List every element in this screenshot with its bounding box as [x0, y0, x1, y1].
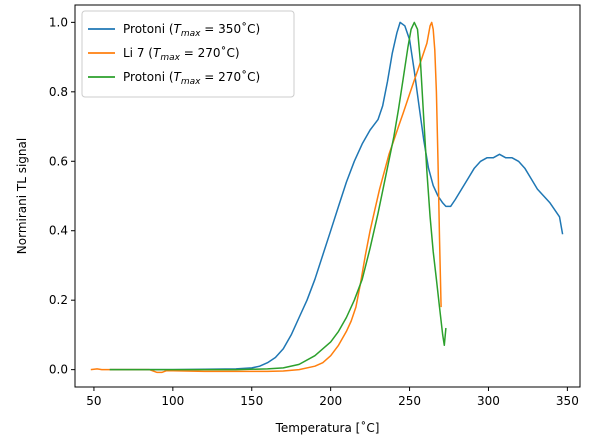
x-axis-label: Temperatura [˚C] [275, 420, 380, 435]
y-tick-label: 0.8 [49, 85, 68, 99]
y-tick-label: 0.6 [49, 154, 68, 168]
y-tick-label: 0.4 [49, 224, 68, 238]
y-axis-label: Normirani TL signal [15, 138, 29, 254]
x-tick-label: 300 [477, 394, 500, 408]
x-tick-label: 200 [319, 394, 342, 408]
legend-box [81, 10, 295, 98]
series-line-2 [109, 21, 447, 371]
legend: Protoni (Tmax = 350˚C) Li 7 (Tmax = 270˚C… [81, 10, 295, 98]
series-line-0 [109, 21, 564, 371]
x-tick-label: 150 [240, 394, 263, 408]
x-tick-label: 100 [161, 394, 184, 408]
plot-frame [74, 4, 581, 388]
x-tick-label: 350 [556, 394, 579, 408]
legend-entry-2: Protoni (Tmax = 270˚C) [123, 69, 260, 87]
y-tick-label: 0.2 [49, 293, 68, 307]
x-axis: 50 100 150 200 250 300 350 [86, 387, 579, 408]
legend-entry-0: Protoni (Tmax = 350˚C) [123, 21, 260, 39]
y-tick-label: 0.0 [49, 363, 68, 377]
y-axis: 0.0 0.2 0.4 0.6 0.8 1.0 [49, 15, 75, 377]
x-tick-label: 50 [86, 394, 101, 408]
y-tick-label: 1.0 [49, 15, 68, 29]
plot-lines [90, 21, 564, 374]
legend-entry-1: Li 7 (Tmax = 270˚C) [123, 45, 240, 63]
x-tick-label: 250 [398, 394, 421, 408]
